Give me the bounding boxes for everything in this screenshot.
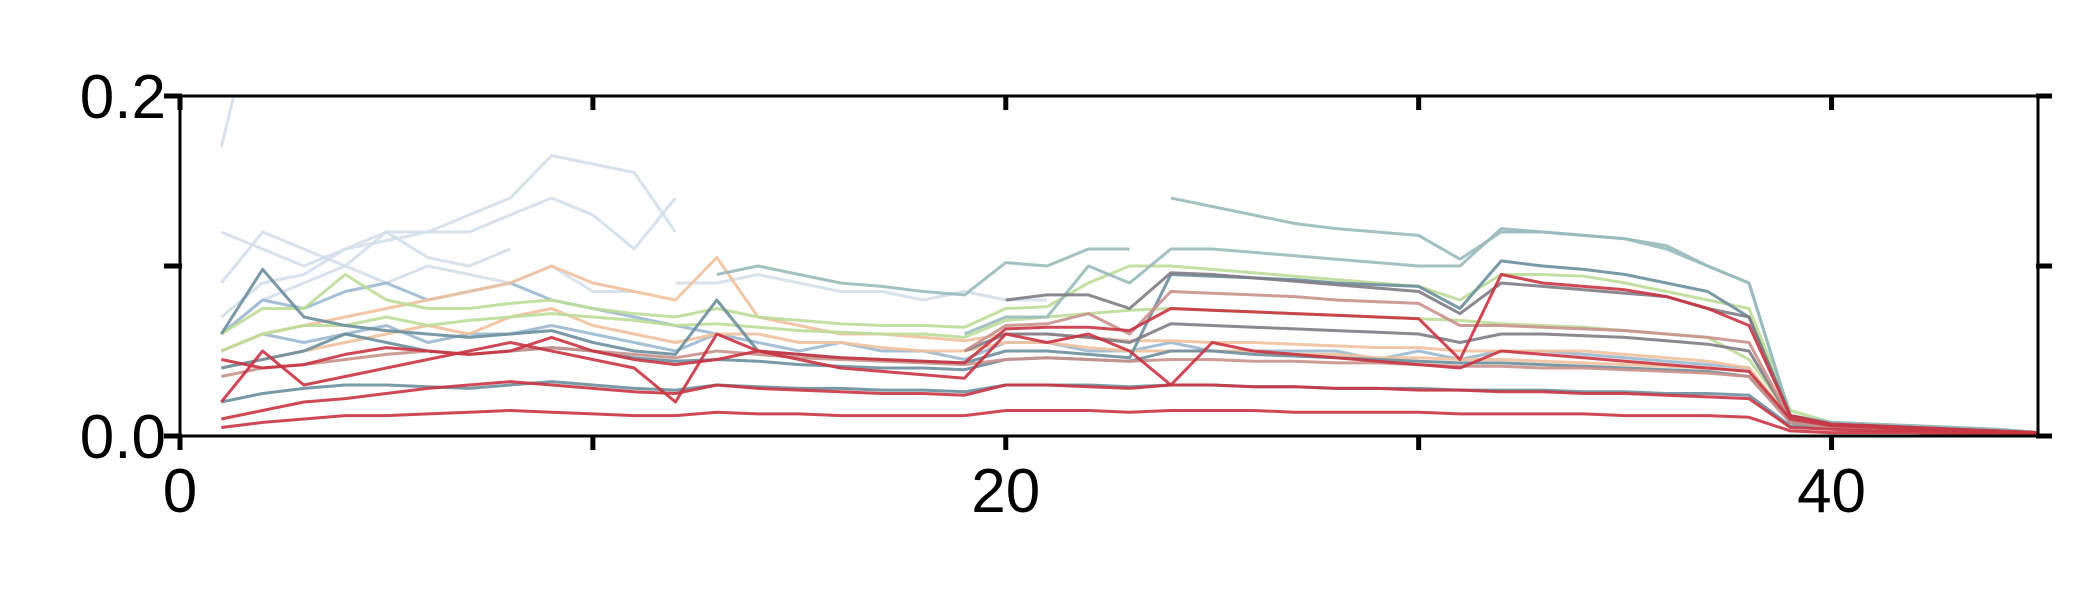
series-line-22 [220,346,2038,436]
series-line-9 [220,256,2038,435]
labels-layer: 0 20 40 0.0 0.2 [80,63,1866,526]
series-line-6 [675,273,1048,302]
series-line-2 [220,154,677,284]
ticks-layer [164,93,2052,450]
series-layer [219,96,2038,436]
x-tick-label: 0 [163,457,197,526]
series-line-25 [220,380,2038,436]
series-line-12 [220,307,2038,435]
y-tick-label: 0.2 [80,63,166,132]
x-tick-label: 40 [1797,457,1866,526]
series-line-13 [716,247,1130,297]
series-line-3 [220,196,677,319]
series-line-16 [220,259,2038,435]
y-tick-label: 0.0 [80,403,166,472]
series-line-15 [963,227,2038,435]
series-line-4 [220,230,511,268]
series-line-11 [220,264,2038,435]
plot-frame [178,94,2040,438]
series-line-26 [221,409,2038,436]
series-line-24 [220,332,2038,435]
series-line-5 [220,264,635,336]
x-tick-label: 20 [971,457,1040,526]
series-line-1 [219,96,236,148]
